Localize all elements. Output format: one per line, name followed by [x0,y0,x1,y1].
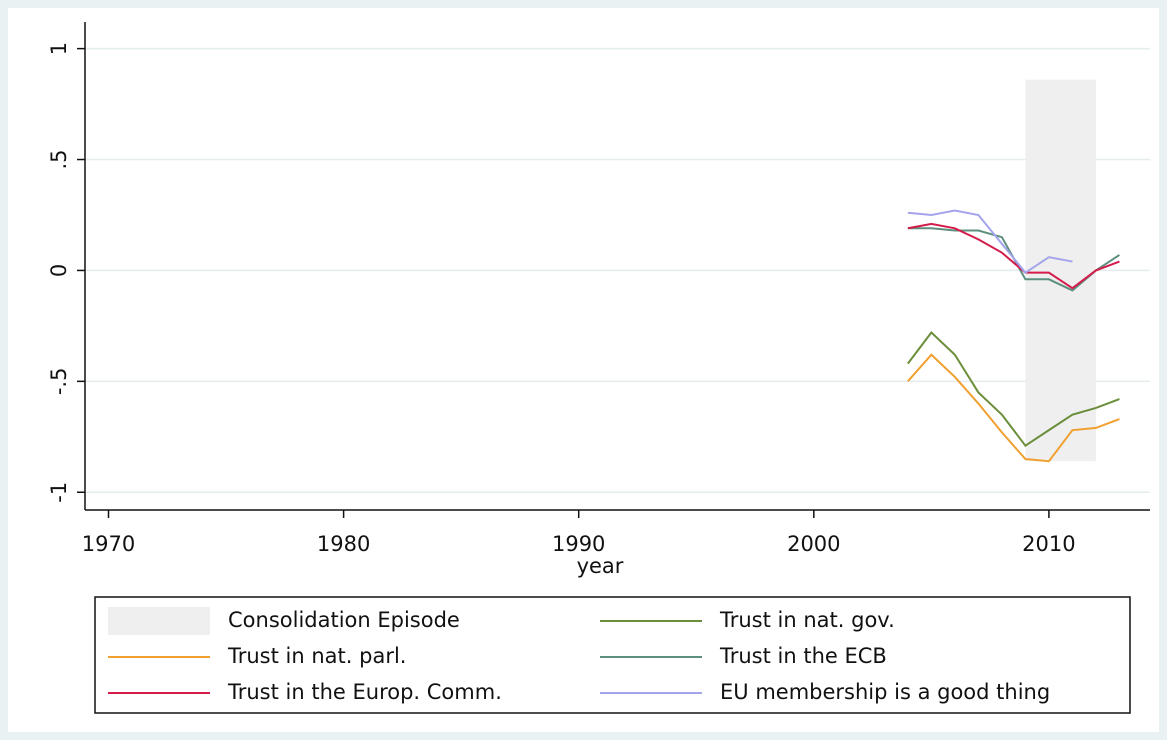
series-line [907,209,1073,274]
x-tick-label: 1970 [82,532,135,556]
x-axis-label: year [577,554,624,578]
x-tick-label: 2010 [1022,532,1075,556]
legend-label: Trust in the Europ. Comm. [227,680,502,704]
x-tick-label: 1990 [552,532,605,556]
x-tick-label: 2000 [787,532,840,556]
legend-label: EU membership is a good thing [720,680,1050,704]
series-line [907,331,1120,448]
y-tick-label: 1 [47,42,71,55]
y-tick-label: -1 [47,482,71,503]
y-tick-label: -.5 [47,368,71,396]
plot-area [85,22,1150,510]
y-tick-label: .5 [47,150,71,170]
episode-shade [1025,79,1096,462]
y-tick-label: 0 [47,264,71,277]
legend-label: Trust in the ECB [719,644,887,668]
series-line [907,222,1120,290]
legend-label: Consolidation Episode [228,608,460,632]
legend-label: Trust in nat. parl. [227,644,406,668]
legend-label: Trust in nat. gov. [719,608,895,632]
x-tick-label: 1980 [317,532,370,556]
series-line [907,353,1120,463]
legend-swatch [108,607,210,635]
